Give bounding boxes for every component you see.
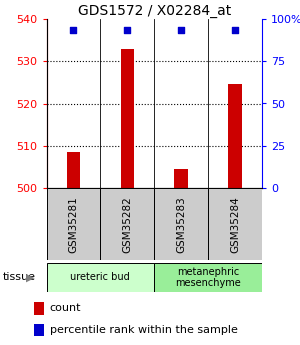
Bar <box>46 188 100 260</box>
Text: GSM35281: GSM35281 <box>68 196 78 253</box>
Title: GDS1572 / X02284_at: GDS1572 / X02284_at <box>78 4 231 18</box>
Bar <box>154 263 262 292</box>
Text: GSM35283: GSM35283 <box>176 196 186 253</box>
Bar <box>34 302 44 315</box>
Text: count: count <box>50 303 81 313</box>
Text: ▶: ▶ <box>26 273 34 282</box>
Point <box>179 27 184 32</box>
Text: GSM35284: GSM35284 <box>230 196 240 253</box>
Bar <box>228 85 242 188</box>
Text: metanephric
mesenchyme: metanephric mesenchyme <box>175 267 241 288</box>
Bar <box>100 188 154 260</box>
Bar <box>46 263 154 292</box>
Point <box>232 27 237 32</box>
Bar <box>34 324 44 336</box>
Bar <box>154 188 208 260</box>
Point <box>71 27 76 32</box>
Bar <box>67 152 80 188</box>
Point <box>125 27 130 32</box>
Bar <box>121 49 134 188</box>
Text: ureteric bud: ureteric bud <box>70 273 130 282</box>
Text: tissue: tissue <box>3 273 36 282</box>
Text: GSM35282: GSM35282 <box>122 196 132 253</box>
Text: percentile rank within the sample: percentile rank within the sample <box>50 325 238 335</box>
Bar <box>174 169 188 188</box>
Bar <box>208 188 262 260</box>
